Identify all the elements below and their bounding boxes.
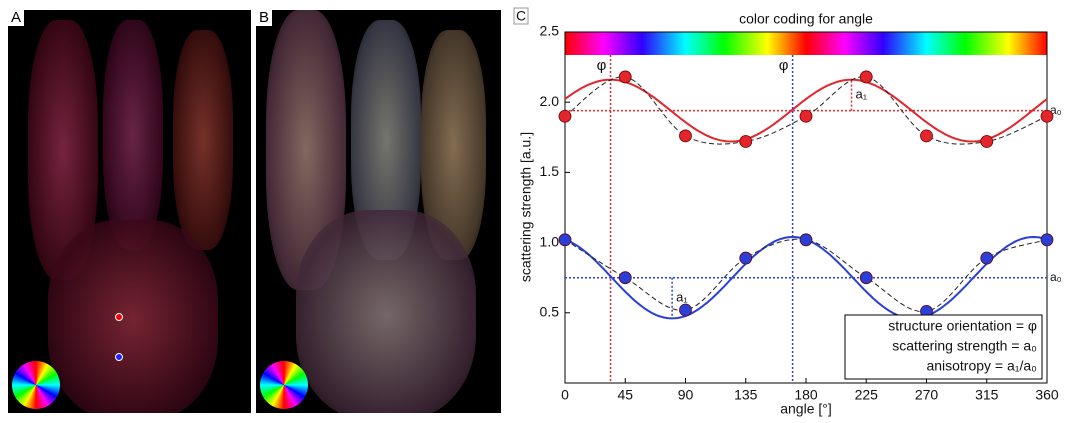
data-point	[1041, 110, 1053, 122]
x-tick-label: 135	[734, 387, 758, 403]
data-point	[921, 130, 933, 142]
data-point	[860, 71, 872, 83]
data-point	[559, 110, 571, 122]
x-tick-label: 315	[975, 387, 999, 403]
data-point	[740, 136, 752, 148]
data-point	[559, 234, 571, 246]
a1-label: a₁	[856, 87, 868, 102]
y-axis-label: scattering strength [a.u.]	[518, 132, 534, 282]
data-point	[619, 71, 631, 83]
data-point	[981, 252, 993, 264]
x-tick-label: 90	[678, 387, 694, 403]
phi-label: φ	[779, 57, 789, 74]
x-axis-label: angle [°]	[780, 401, 832, 417]
data-point	[981, 136, 993, 148]
data-point	[860, 272, 872, 284]
data-point	[680, 130, 692, 142]
a1-label: a₁	[676, 289, 688, 304]
colorbar	[565, 32, 1047, 55]
phi-label: φ	[597, 57, 607, 74]
panel-label: C	[516, 8, 526, 24]
annotation: anisotropy = a₁/a₀	[926, 358, 1037, 374]
x-tick-label: 225	[855, 387, 879, 403]
y-tick-label: 2.5	[540, 23, 560, 39]
x-tick-label: 270	[915, 387, 939, 403]
data-point	[740, 252, 752, 264]
y-tick-label: 0.5	[540, 304, 560, 320]
a0-label: a₀	[1050, 270, 1062, 284]
chart: C color coding for angle angle [°] scatt…	[0, 0, 1075, 423]
data-point	[680, 304, 692, 316]
x-tick-label: 360	[1035, 387, 1059, 403]
x-tick-label: 45	[617, 387, 633, 403]
figure: A B C color coding for angle angle [°] s…	[0, 0, 1075, 423]
data-point	[800, 110, 812, 122]
annotation: structure orientation = φ	[888, 318, 1037, 334]
x-tick-label: 180	[794, 387, 818, 403]
data-point	[619, 272, 631, 284]
y-tick-label: 1.0	[540, 233, 560, 249]
y-tick-label: 2.0	[540, 93, 560, 109]
annotation: scattering strength = a₀	[892, 338, 1037, 354]
x-tick-label: 0	[561, 387, 569, 403]
chart-title: color coding for angle	[739, 11, 873, 27]
y-tick-label: 1.5	[540, 163, 560, 179]
data-point	[800, 234, 812, 246]
data-point	[1041, 234, 1053, 246]
